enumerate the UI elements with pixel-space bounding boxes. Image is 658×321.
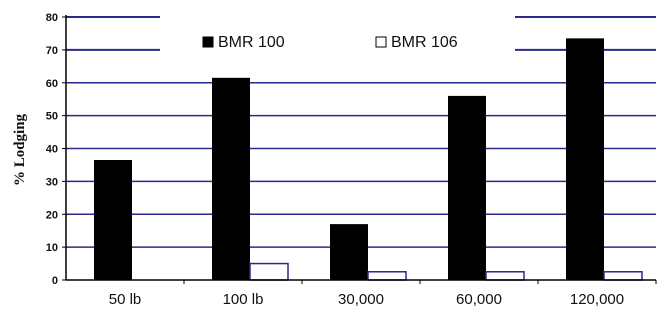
x-tick-label: 50 lb: [109, 291, 142, 308]
legend-label: BMR 106: [391, 34, 458, 51]
legend-swatch: [375, 36, 387, 48]
y-tick-label: 10: [46, 242, 58, 254]
bar: [330, 224, 368, 280]
bar: [448, 95, 486, 281]
bar: [249, 262, 289, 281]
x-tick-label: 100 lb: [223, 291, 264, 308]
x-axis-ticks: 50 lb 100 lb 30,000 60,000 120,000: [109, 280, 657, 308]
bar: [367, 271, 407, 281]
bar: [94, 160, 132, 280]
x-tick-label: 60,000: [456, 291, 502, 308]
legend-label: BMR 100: [218, 34, 285, 51]
y-tick-label: 30: [46, 176, 58, 188]
y-tick-label: 80: [46, 12, 58, 24]
y-tick-label: 70: [46, 45, 58, 57]
bar: [566, 38, 604, 281]
y-tick-label: 50: [46, 111, 58, 123]
x-tick-label: 120,000: [570, 291, 624, 308]
y-tick-label: 40: [46, 144, 58, 156]
bar: [603, 271, 643, 281]
x-tick-label: 30,000: [338, 291, 384, 308]
gridlines: [66, 16, 656, 248]
legend: BMR 100 BMR 106: [202, 34, 458, 51]
bars: [94, 38, 643, 281]
y-tick-label: 60: [46, 78, 58, 90]
y-axis-label: % Lodging: [12, 113, 28, 186]
y-axis-ticks: 0 10 20 30 40 50 60 70 80: [46, 12, 66, 287]
bar: [485, 271, 525, 281]
y-tick-label: 0: [52, 275, 58, 287]
y-tick-label: 20: [46, 209, 58, 221]
bar: [212, 77, 250, 280]
legend-swatch: [202, 36, 214, 48]
